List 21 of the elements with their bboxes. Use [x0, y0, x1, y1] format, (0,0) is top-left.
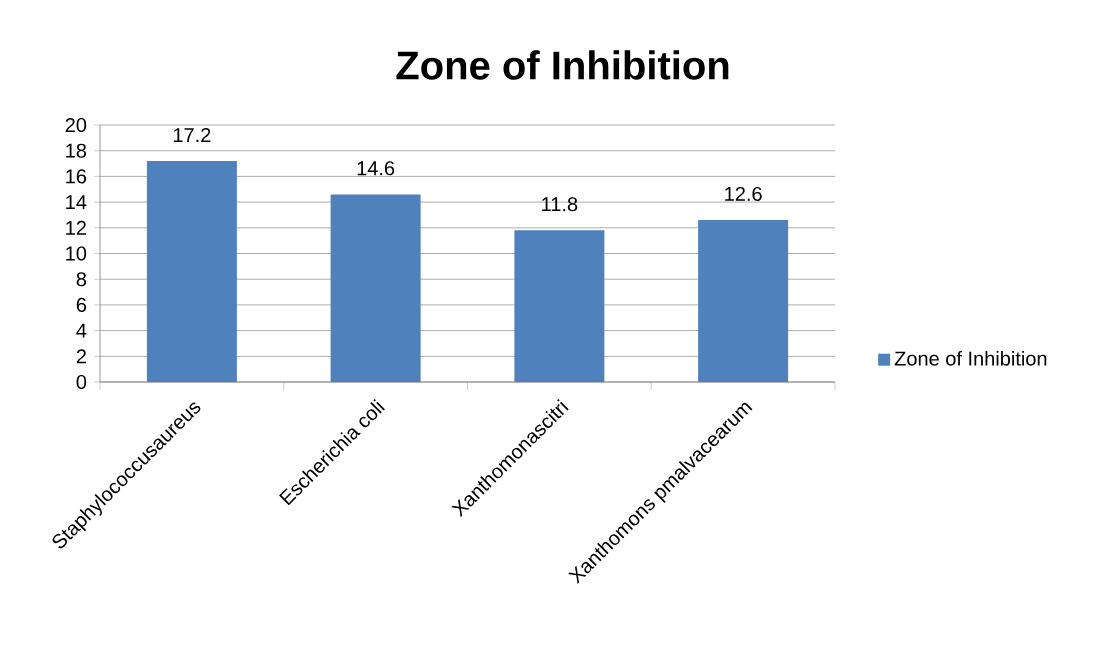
y-tick-label: 18	[66, 143, 87, 158]
y-tick-label: 6	[76, 297, 87, 312]
y-tick-label: 20	[65, 117, 87, 133]
bar	[146, 160, 237, 382]
y-tick-label: 10	[66, 246, 87, 261]
bar	[698, 220, 789, 382]
data-label: 12.6	[725, 186, 762, 202]
bar	[330, 194, 421, 382]
y-tick-label: 12	[66, 220, 86, 235]
legend-label: Zone of Inhibition	[894, 350, 1047, 366]
y-tick-label: 14	[66, 195, 87, 209]
data-label: 11.8	[542, 197, 578, 212]
y-tick-label: 0	[76, 374, 87, 390]
data-label: 14.6	[357, 161, 395, 176]
y-tick-label: 16	[66, 169, 87, 184]
chart-title: Zone of Inhibition	[396, 50, 729, 80]
data-label: 17.2	[173, 127, 211, 142]
y-tick-label: 4	[76, 323, 87, 338]
y-tick-label: 8	[76, 272, 87, 287]
y-tick-label: 2	[76, 349, 86, 364]
bar	[514, 230, 605, 382]
